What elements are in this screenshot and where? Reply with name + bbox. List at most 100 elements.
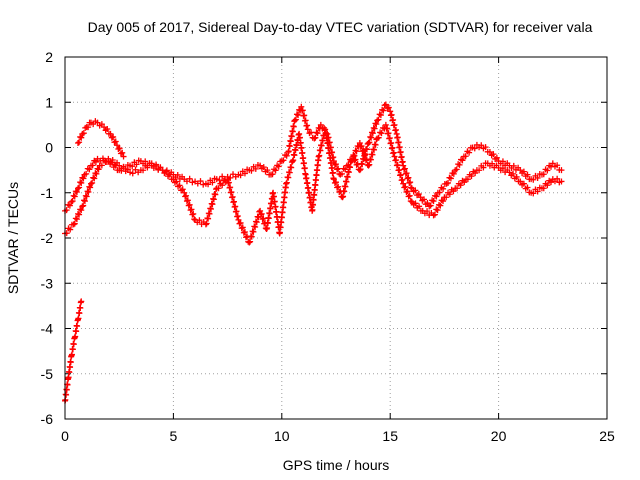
data-point-marker [343,178,350,185]
data-point-marker [291,117,298,124]
data-point-marker [306,194,313,201]
data-point-marker [461,179,468,186]
data-point-marker [513,173,520,180]
data-point-marker [114,142,121,149]
data-point-marker [490,151,497,158]
data-point-marker [371,125,378,132]
data-point-marker [392,126,399,133]
data-point-marker [372,141,379,148]
data-point-marker [271,198,278,205]
data-point-marker [547,179,554,186]
data-point-marker [302,117,309,124]
data-point-marker [480,164,487,171]
data-point-marker [360,147,367,154]
data-point-marker [482,144,489,151]
x-tick-label: 5 [170,428,178,444]
data-point-marker [331,161,338,168]
y-tick-label: -1 [41,185,54,201]
data-point-marker [228,189,235,196]
data-point-marker [436,189,443,196]
data-point-marker [388,139,395,146]
data-point-marker [466,149,473,156]
data-point-marker [77,206,84,213]
data-point-marker [431,211,438,218]
data-point-marker [94,119,101,126]
data-point-marker [326,149,333,156]
data-point-marker [63,391,70,398]
data-point-marker [140,167,147,174]
data-point-marker [345,169,352,176]
data-point-marker [397,171,404,178]
data-point-marker [331,179,338,186]
data-point-marker [235,216,242,223]
data-point-marker [215,185,222,192]
data-point-marker [264,225,271,232]
data-point-marker [196,217,203,224]
data-point-marker [292,147,299,154]
data-point-marker [530,190,537,197]
data-point-marker [144,164,151,171]
data-point-marker [412,187,419,194]
data-point-marker [66,202,73,209]
data-point-marker [427,202,434,209]
data-point-marker [64,381,71,388]
data-point-marker [67,359,74,366]
data-point-marker [79,203,86,210]
data-point-marker [185,202,192,209]
data-point-marker [366,139,373,146]
data-point-marker [301,165,308,172]
data-point-marker [384,125,391,132]
data-point-marker [363,146,370,153]
data-point-marker [433,193,440,200]
data-point-marker [91,175,98,182]
data-point-marker [269,171,276,178]
data-point-marker [549,160,556,167]
data-point-marker [352,147,359,154]
data-point-marker [237,172,244,179]
data-point-marker [447,175,454,182]
data-point-marker [115,146,122,152]
data-point-marker [301,112,308,119]
data-point-marker [74,323,81,330]
data-point-marker [291,152,298,159]
data-point-marker [303,174,310,181]
data-point-marker [182,193,189,200]
data-point-marker [405,193,412,200]
data-point-marker [397,148,404,155]
data-point-marker [86,166,93,173]
data-point-marker [104,126,111,133]
data-point-marker [275,163,282,170]
data-point-marker [398,153,405,160]
data-point-marker [88,180,95,187]
data-point-marker [348,158,355,165]
data-point-marker [71,193,78,200]
data-point-marker [280,204,287,211]
data-point-marker [299,149,306,156]
data-point-marker [92,170,99,177]
x-tick-label: 15 [382,428,398,444]
data-point-marker [129,163,136,170]
data-point-marker [248,233,255,240]
data-point-marker [554,175,561,182]
y-tick-label: 1 [45,94,53,110]
data-point-marker [213,176,220,183]
data-point-marker [524,184,531,191]
data-point-marker [391,121,398,128]
data-point-marker [371,146,378,153]
data-point-marker [323,134,330,141]
data-point-marker [366,161,373,168]
data-point-marker [70,341,77,348]
data-point-marker [367,156,374,163]
data-point-marker [153,161,160,168]
data-point-marker [229,193,236,200]
data-point-marker [329,169,336,176]
data-point-marker [285,174,292,181]
data-point-marker [174,171,181,178]
data-point-marker [499,158,506,165]
data-point-marker [75,315,82,322]
data-point-marker [373,121,380,128]
data-point-marker [450,170,457,177]
data-point-marker [92,159,99,166]
data-point-marker [78,298,85,305]
